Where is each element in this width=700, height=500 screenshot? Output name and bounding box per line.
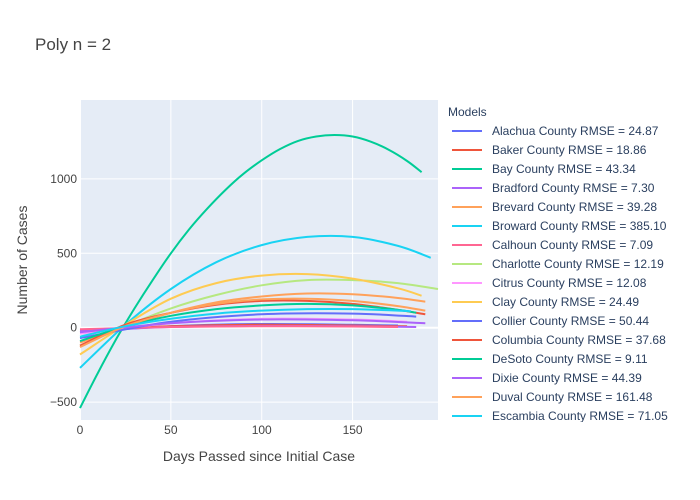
legend-swatch	[452, 129, 482, 132]
legend-label: Duval County RMSE = 161.48	[492, 389, 653, 404]
legend-item[interactable]: Calhoun County RMSE = 7.09	[446, 235, 653, 254]
legend-item[interactable]: Charlotte County RMSE = 12.19	[446, 254, 664, 273]
legend-label: Bay County RMSE = 43.34	[492, 161, 636, 176]
legend-swatch	[452, 395, 482, 398]
legend-swatch	[452, 414, 482, 417]
plot-area	[80, 100, 438, 420]
legend-swatch	[452, 357, 482, 360]
legend: Models Alachua County RMSE = 24.87 Baker …	[446, 104, 700, 422]
legend-item[interactable]: Escambia County RMSE = 71.05	[446, 406, 668, 422]
legend-item[interactable]: Dixie County RMSE = 44.39	[446, 368, 642, 387]
legend-title: Models	[448, 105, 487, 119]
series-line-12	[79, 302, 417, 343]
legend-label: Brevard County RMSE = 39.28	[492, 199, 658, 214]
legend-swatch	[452, 281, 482, 284]
series-lines	[79, 133, 439, 409]
x-tick-label: 150	[343, 423, 363, 437]
legend-swatch	[452, 186, 482, 189]
x-tick-label: 100	[252, 423, 272, 437]
legend-item[interactable]: Alachua County RMSE = 24.87	[446, 121, 658, 140]
y-tick-label: −500	[50, 395, 77, 409]
x-tick-label: 50	[164, 423, 178, 437]
legend-label: Citrus County RMSE = 12.08	[492, 275, 647, 290]
legend-swatch	[452, 338, 482, 341]
legend-swatch	[452, 167, 482, 170]
legend-swatch	[452, 300, 482, 303]
legend-swatch	[452, 319, 482, 322]
legend-swatch	[452, 224, 482, 227]
x-tick-label: 0	[77, 423, 84, 437]
legend-swatch	[452, 262, 482, 265]
y-axis-label: Number of Cases	[14, 206, 30, 315]
legend-item[interactable]: Baker County RMSE = 18.86	[446, 140, 646, 159]
series-line-14	[79, 297, 426, 349]
legend-label: Escambia County RMSE = 71.05	[492, 408, 668, 423]
legend-item[interactable]: Collier County RMSE = 50.44	[446, 311, 649, 330]
legend-swatch	[452, 205, 482, 208]
legend-swatch	[452, 148, 482, 151]
legend-label: Clay County RMSE = 24.49	[492, 294, 640, 309]
legend-label: Collier County RMSE = 50.44	[492, 313, 650, 328]
legend-label: Charlotte County RMSE = 12.19	[492, 256, 664, 271]
y-tick-label: 0	[70, 321, 77, 335]
legend-item[interactable]: Brevard County RMSE = 39.28	[446, 197, 657, 216]
legend-item[interactable]: Citrus County RMSE = 12.08	[446, 273, 646, 292]
legend-item[interactable]: Bradford County RMSE = 7.30	[446, 178, 654, 197]
y-tick-label: 1000	[50, 172, 77, 186]
legend-label: Dixie County RMSE = 44.39	[492, 370, 642, 385]
legend-label: Columbia County RMSE = 37.68	[492, 332, 666, 347]
x-axis-label: Days Passed since Initial Case	[163, 448, 355, 464]
legend-label: Calhoun County RMSE = 7.09	[492, 237, 654, 252]
series-line-2	[79, 133, 423, 409]
legend-item[interactable]: Duval County RMSE = 161.48	[446, 387, 652, 406]
legend-label: DeSoto County RMSE = 9.11	[492, 351, 648, 366]
legend-item[interactable]: Bay County RMSE = 43.34	[446, 159, 636, 178]
series-line-15	[79, 307, 411, 338]
legend-swatch	[452, 243, 482, 246]
legend-label: Baker County RMSE = 18.86	[492, 142, 647, 157]
legend-item[interactable]: Clay County RMSE = 24.49	[446, 292, 639, 311]
series-line-13	[79, 318, 426, 334]
legend-item[interactable]: DeSoto County RMSE = 9.11	[446, 349, 648, 368]
y-tick-label: 500	[57, 246, 77, 260]
legend-item[interactable]: Columbia County RMSE = 37.68	[446, 330, 666, 349]
legend-swatch	[452, 376, 482, 379]
legend-item[interactable]: Broward County RMSE = 385.10	[446, 216, 666, 235]
legend-label: Alachua County RMSE = 24.87	[492, 123, 659, 138]
legend-label: Bradford County RMSE = 7.30	[492, 180, 655, 195]
chart-title: Poly n = 2	[35, 35, 111, 54]
legend-label: Broward County RMSE = 385.10	[492, 218, 667, 233]
series-line-5	[79, 234, 432, 369]
series-line-9	[79, 272, 422, 356]
